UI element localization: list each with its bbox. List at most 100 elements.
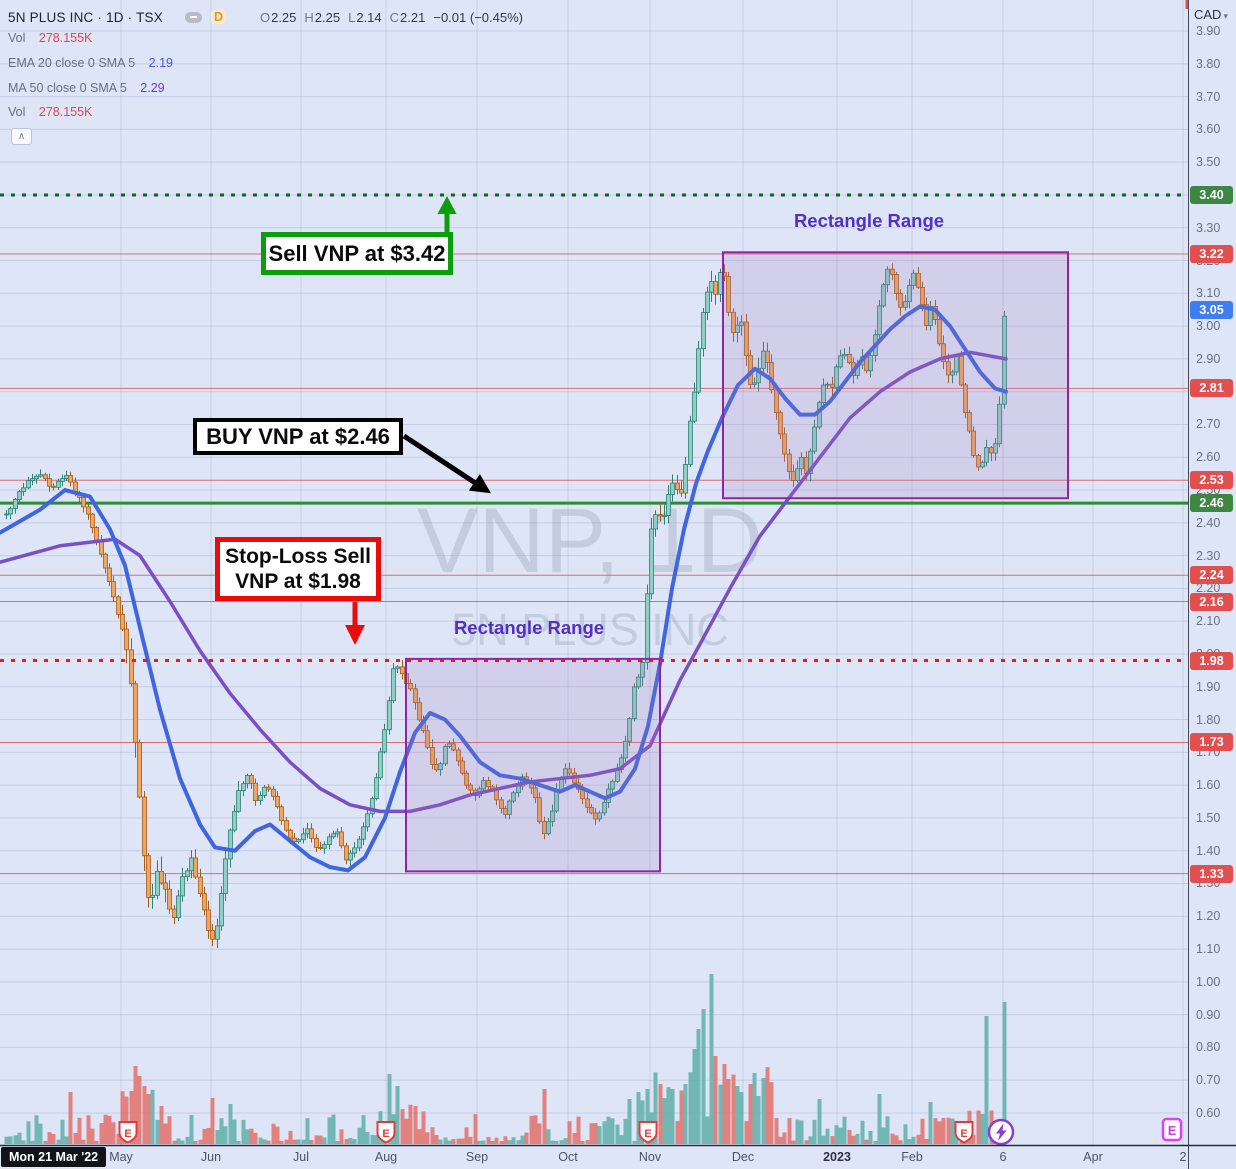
time-label: Jul [293, 1150, 309, 1164]
legend-value: 278.155K [38, 105, 93, 119]
legend-value: 278.155K [38, 31, 93, 45]
stop-loss-line2: VNP at $1.98 [235, 570, 361, 593]
price-badge: 1.33 [1190, 864, 1233, 883]
rectangle-range-label-top[interactable]: Rectangle Range [793, 210, 945, 231]
symbol-title[interactable]: 5N PLUS INC · 1D · TSX [8, 9, 163, 25]
currency-label: CAD [1194, 7, 1222, 22]
change-value: −0.01 (−0.45%) [433, 9, 523, 25]
annotation-arrows [345, 196, 492, 645]
legend-label: MA 50 close 0 SMA 5 [8, 81, 127, 95]
price-badge: 3.40 [1190, 185, 1233, 204]
price-badge: 2.81 [1190, 379, 1233, 398]
legend-collapse-button[interactable]: ∧ [11, 128, 32, 145]
price-badge: 2.53 [1190, 471, 1233, 490]
rectangle-range[interactable] [722, 251, 1069, 500]
earnings-icon[interactable] [376, 1121, 396, 1144]
price-tick: 3.60 [1196, 122, 1221, 137]
future-earnings-icon[interactable] [1161, 1117, 1183, 1142]
price-tick: 2.10 [1196, 614, 1221, 629]
rectangle-range[interactable] [405, 657, 661, 873]
time-label: 6 [999, 1150, 1007, 1164]
interval-d-icon[interactable]: D [210, 10, 226, 24]
time-label: Jun [200, 1150, 222, 1164]
price-badge: 3.05 [1190, 300, 1233, 319]
price-tick: 3.00 [1196, 319, 1221, 334]
time-label: Oct [558, 1150, 578, 1164]
ema20-line [0, 304, 1008, 873]
price-tick: 0.60 [1196, 1106, 1221, 1120]
symbol-header: 5N PLUS INC · 1D · TSX D O2.25 H2.25 L2.14… [8, 9, 523, 25]
first-bar-date-badge: Mon 21 Mar '22 [1, 1147, 107, 1167]
sell-arrow-up [444, 212, 450, 233]
earnings-icon[interactable] [954, 1121, 974, 1144]
time-label: Apr [1083, 1150, 1103, 1164]
price-tick: 1.50 [1196, 810, 1221, 825]
high-value: 2.25 [314, 9, 341, 25]
earnings-icon[interactable] [118, 1121, 138, 1144]
rectangle-range-label-bottom[interactable]: Rectangle Range [453, 617, 605, 638]
volume-layer [4, 974, 1007, 1144]
price-tick: 3.90 [1196, 24, 1221, 38]
legend-row-volume-1[interactable]: Vol 278.155K [8, 31, 92, 45]
price-tick: 3.70 [1196, 89, 1221, 104]
moving-averages-layer [0, 304, 1008, 873]
price-tick: 1.00 [1196, 974, 1221, 989]
time-label: Nov [638, 1150, 662, 1164]
open-label: O [259, 9, 271, 25]
time-label: Feb [901, 1150, 923, 1164]
buy-arrow [402, 433, 492, 494]
price-badge: 1.73 [1190, 733, 1233, 752]
time-label: 2023 [823, 1150, 851, 1164]
legend-row-volume-2[interactable]: Vol 278.155K [8, 105, 92, 119]
currency-selector[interactable]: CAD ▾ [1194, 7, 1228, 22]
price-tick: 2.40 [1196, 515, 1221, 530]
price-tick: 2.70 [1196, 417, 1221, 432]
price-badge: 1.98 [1190, 651, 1233, 670]
price-tick: 0.90 [1196, 1007, 1221, 1022]
ohlc-values: O2.25 H2.25 L2.14 C2.21 −0.01 (−0.45%) [252, 10, 523, 25]
price-tick: 0.70 [1196, 1073, 1221, 1088]
price-axis[interactable]: 0.60 0.70 0.80 0.90 1.00 1.10 1.20 1.30 1.40 1.50… [1189, 0, 1236, 1145]
price-tick: 1.80 [1196, 712, 1221, 727]
price-tick: 3.30 [1196, 220, 1221, 235]
svg-text:E: E [382, 1128, 389, 1140]
price-tick: 2.30 [1196, 548, 1221, 563]
earnings-icon[interactable] [638, 1121, 658, 1144]
legend-row-ema20[interactable]: EMA 20 close 0 SMA 5 2.19 [8, 56, 173, 70]
price-tick: 1.90 [1196, 679, 1221, 694]
time-label: Sep [465, 1150, 489, 1164]
svg-text:E: E [960, 1128, 967, 1140]
high-label: H [304, 9, 314, 25]
legend-value: 2.29 [140, 81, 165, 95]
time-label: May [109, 1150, 133, 1164]
sell-annotation[interactable]: Sell VNP at $3.42 [261, 232, 453, 275]
svg-text:E: E [1168, 1124, 1176, 1138]
time-label: Aug [374, 1150, 398, 1164]
range-rectangles [405, 251, 1069, 873]
legend-row-ma50[interactable]: MA 50 close 0 SMA 5 2.29 [8, 81, 165, 95]
buy-annotation[interactable]: BUY VNP at $2.46 [193, 418, 403, 455]
price-tick: 1.40 [1196, 843, 1221, 858]
dotted-levels-layer [0, 193, 1188, 663]
close-value: 2.21 [400, 9, 426, 25]
price-badge: 3.22 [1190, 244, 1233, 263]
price-badge: 2.16 [1190, 592, 1233, 611]
legend-label: Vol [8, 105, 26, 119]
price-badge: 2.24 [1190, 566, 1233, 585]
price-tick: 2.60 [1196, 450, 1221, 465]
stop-loss-annotation[interactable]: Stop-Loss Sell VNP at $1.98 [215, 537, 381, 601]
price-lines-layer [0, 253, 1188, 875]
price-tick: 1.60 [1196, 778, 1221, 793]
price-tick: 2.20 [1196, 581, 1221, 596]
legend-label: Vol [8, 31, 26, 45]
stop-loss-line1: Stop-Loss Sell [225, 545, 371, 568]
time-axis[interactable]: Mon 21 Mar '22 May Jun Jul Aug Sep Oct Nov Dec 2… [0, 1146, 1236, 1169]
svg-text:VNP, 1D: VNP, 1D [417, 490, 763, 592]
grid-layer [0, 0, 1188, 1145]
hide-indicator-icon[interactable] [184, 11, 202, 23]
price-tick: 0.80 [1196, 1040, 1221, 1055]
price-tick: 1.20 [1196, 909, 1221, 924]
